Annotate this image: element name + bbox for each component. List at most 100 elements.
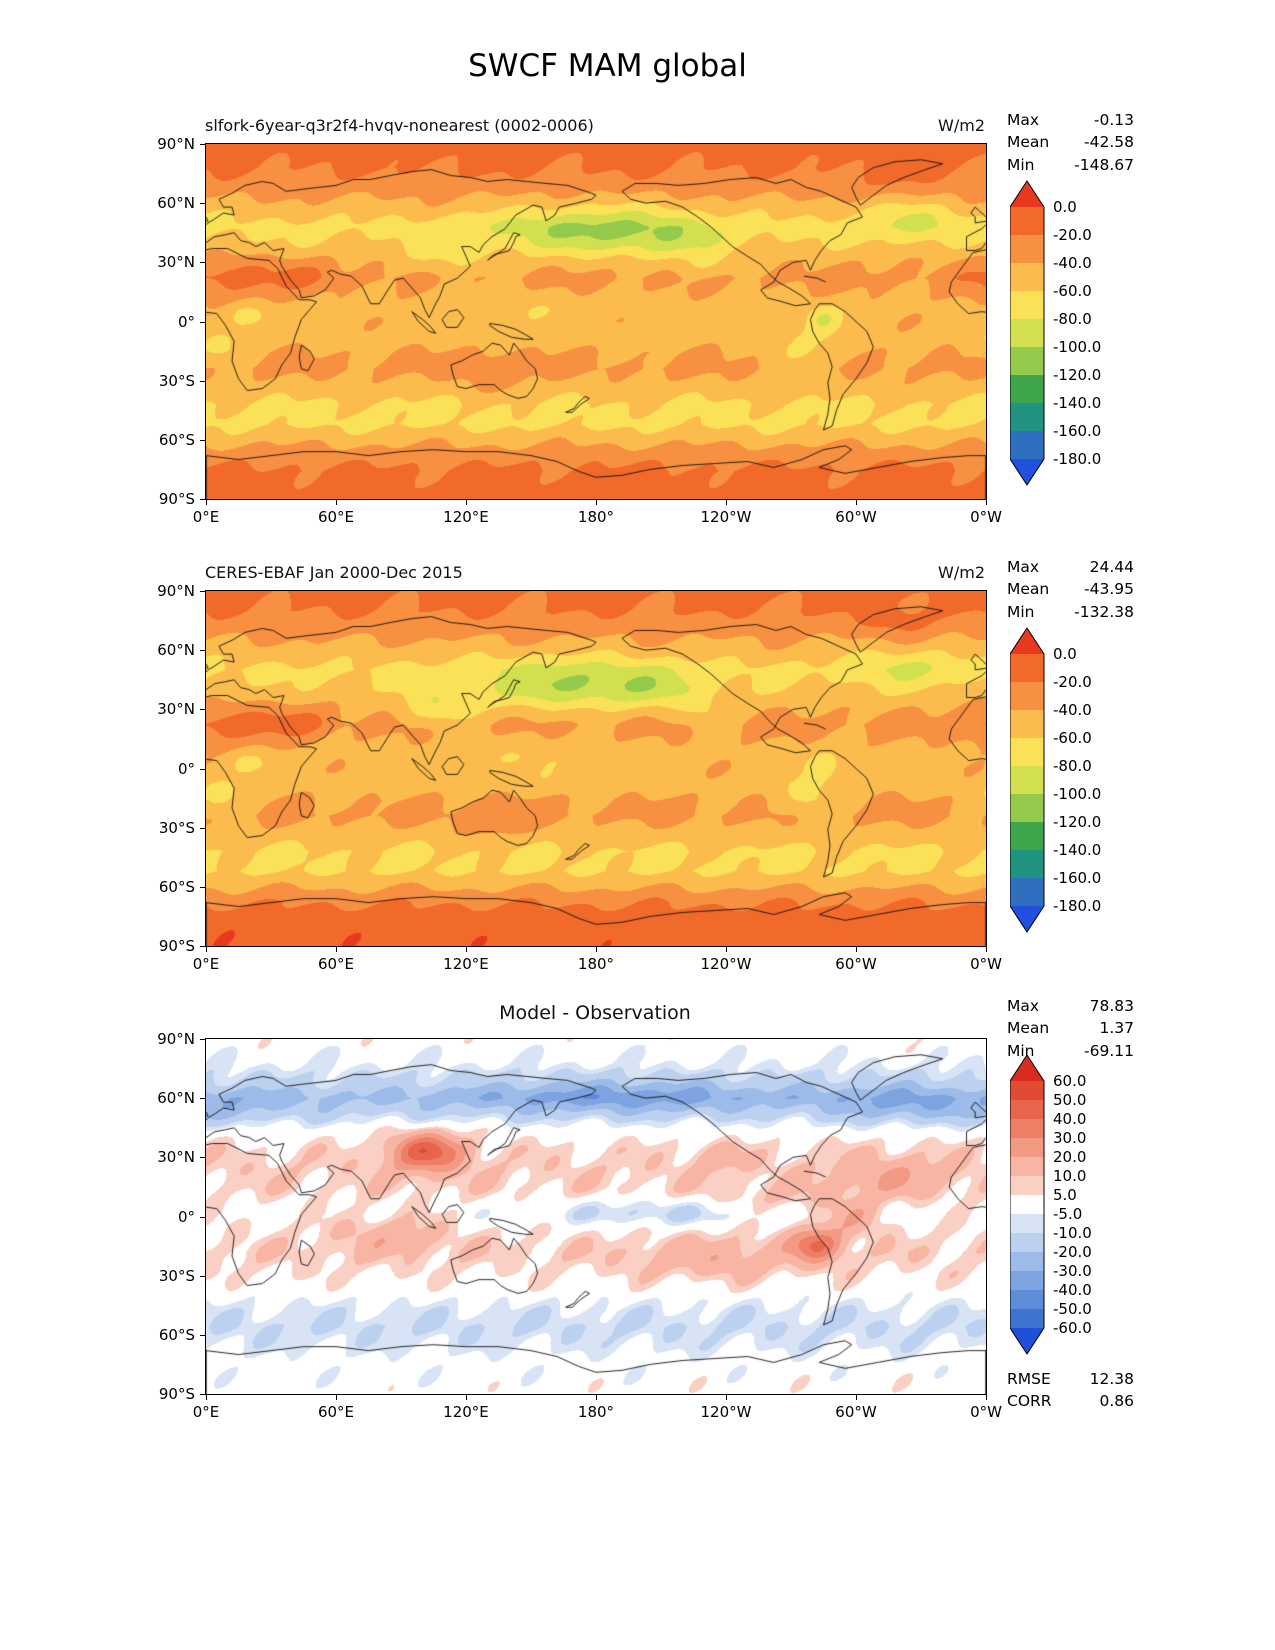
lon-tick-mark (596, 1395, 597, 1400)
colorbar-segment (1010, 710, 1044, 739)
lon-tick-mark (596, 500, 597, 505)
map-diff: 90°N 60°N 30°N 0° 30°S 60°S 90°S 0°E 60°E 120°E 18… (157, 1030, 1002, 1421)
lat-tick-mark (200, 1394, 205, 1395)
colorbar-segment (1010, 291, 1044, 320)
colorbar-tick-label: -30.0 (1053, 1262, 1092, 1280)
stat-label: Mean (1007, 1019, 1050, 1038)
colorbar-segment (1010, 794, 1044, 823)
colorbar-segment (1010, 850, 1044, 879)
colorbar-tick-label: -120.0 (1053, 366, 1101, 384)
lat-tick-mark (200, 262, 205, 264)
colorbar-segment (1010, 431, 1044, 460)
colorbar-segment (1010, 1157, 1044, 1177)
lat-tick-label: 90°S (158, 937, 195, 955)
lat-tick-label: 60°S (158, 430, 195, 449)
lat-tick-label: 60°N (157, 194, 195, 213)
diff-extra-stats: RMSE 12.38 CORR 0.86 (1007, 1370, 1134, 1412)
lon-tick-mark (725, 1395, 727, 1400)
stat-value: -69.11 (1084, 1041, 1134, 1060)
lat-tick-mark (200, 709, 205, 711)
colorbar-segment (1010, 1309, 1044, 1329)
colorbar-segment (1010, 235, 1044, 264)
colorbar-extend-arrow (1010, 181, 1044, 207)
panel-diff-header: Model - Observation (205, 1002, 985, 1024)
colorbar-tick-label: 40.0 (1053, 1110, 1086, 1128)
lon-tick-label: 120°E (443, 1403, 489, 1421)
panel-diff-title: Model - Observation (499, 1002, 691, 1024)
colorbar-tick-label: -160.0 (1053, 869, 1101, 887)
stat-label: Max (1007, 997, 1040, 1015)
stat-value: 24.44 (1089, 558, 1134, 576)
panel-model-title: slfork-6year-q3r2f4-hvqv-nonearest (0002… (205, 116, 594, 135)
lon-tick-label: 60°W (835, 1403, 877, 1421)
colorbar-tick-label: 10.0 (1053, 1167, 1086, 1185)
colorbar-tick-label: -160.0 (1053, 422, 1101, 440)
lat-tick-label: 60°S (158, 1325, 195, 1344)
colorbar-segment (1010, 1252, 1044, 1272)
lon-tick-mark (465, 500, 467, 505)
lon-tick-label: 120°W (700, 955, 752, 973)
lat-tick-mark (200, 827, 205, 829)
colorbar-tick-label: 50.0 (1053, 1091, 1086, 1109)
lat-tick-mark (200, 499, 205, 500)
colorbar-segment (1010, 1271, 1044, 1291)
stat-label: RMSE (1007, 1370, 1051, 1388)
colorbar-outline (1009, 627, 1045, 933)
lon-tick-label: 60°E (317, 955, 355, 973)
lat-tick-label: 90°S (158, 1385, 195, 1403)
colorbar-tick-label: -20.0 (1053, 673, 1092, 691)
lon-tick-mark (725, 947, 727, 952)
colorbar-tick-label: -50.0 (1053, 1300, 1092, 1318)
lat-tick-label: 30°N (157, 1148, 195, 1167)
lat-tick-label: 30°N (157, 253, 195, 272)
lat-tick-mark (200, 1098, 205, 1100)
colorbar-extend-arrow (1010, 1055, 1044, 1081)
lat-tick-mark (200, 1275, 205, 1277)
colorbar-tick-label: 30.0 (1053, 1129, 1086, 1147)
lon-tick-mark (335, 947, 337, 952)
stat-label: Max (1007, 558, 1040, 576)
map-model-canvas (206, 144, 986, 499)
colorbar-tick-label: -120.0 (1053, 813, 1101, 831)
colorbar-tick-label: 20.0 (1053, 1148, 1086, 1166)
panel-model-header: slfork-6year-q3r2f4-hvqv-nonearest (0002… (205, 116, 985, 135)
lat-tick-label: 30°S (158, 371, 195, 390)
lon-tick-mark (206, 1395, 207, 1400)
lon-tick-label: 180° (577, 1403, 615, 1421)
lon-tick-label: 0°W (970, 1403, 1002, 1421)
lat-tick-mark (200, 380, 205, 382)
lat-tick-mark (200, 321, 205, 323)
lon-tick-mark (986, 1395, 987, 1400)
colorbar-svg: 60.050.040.030.020.010.05.0-5.0-10.0-20.… (1009, 1054, 1092, 1355)
colorbar-tick-label: -180.0 (1053, 450, 1101, 468)
lat-tick-label: 60°N (157, 641, 195, 660)
lon-tick-mark (725, 500, 727, 505)
colorbar-segment (1010, 766, 1044, 795)
lon-tick-mark (596, 947, 597, 952)
lon-tick-mark (465, 947, 467, 952)
lat-tick-label: 0° (177, 1207, 195, 1226)
stat-value: -148.67 (1074, 155, 1134, 174)
lon-tick-mark (856, 947, 857, 952)
lat-tick-mark (200, 144, 205, 145)
colorbar-outline (1009, 180, 1045, 486)
lon-tick-label: 0°E (192, 955, 220, 973)
colorbar-tick-label: -60.0 (1053, 282, 1092, 300)
lat-tick-label: 30°S (158, 818, 195, 837)
colorbar-segment (1010, 1176, 1044, 1196)
colorbar-segment (1010, 878, 1044, 907)
colorbar-segment (1010, 319, 1044, 348)
lon-tick-mark (335, 500, 337, 505)
lat-tick-label: 0° (177, 312, 195, 331)
lat-tick-label: 90°S (158, 490, 195, 508)
colorbar-segment (1010, 654, 1044, 683)
lon-tick-mark (856, 500, 857, 505)
lat-tick-mark (200, 203, 205, 205)
colorbar-segment (1010, 738, 1044, 767)
colorbar-segment (1010, 375, 1044, 404)
lon-tick-label: 0°W (970, 955, 1002, 973)
colorbar-segment (1010, 347, 1044, 376)
colorbar-obs: 0.0 -20.0 -40.0 -60.0 -80.0 -100.0 -120.0 -140.… (1009, 627, 1125, 939)
colorbar-tick-label: -100.0 (1053, 338, 1101, 356)
